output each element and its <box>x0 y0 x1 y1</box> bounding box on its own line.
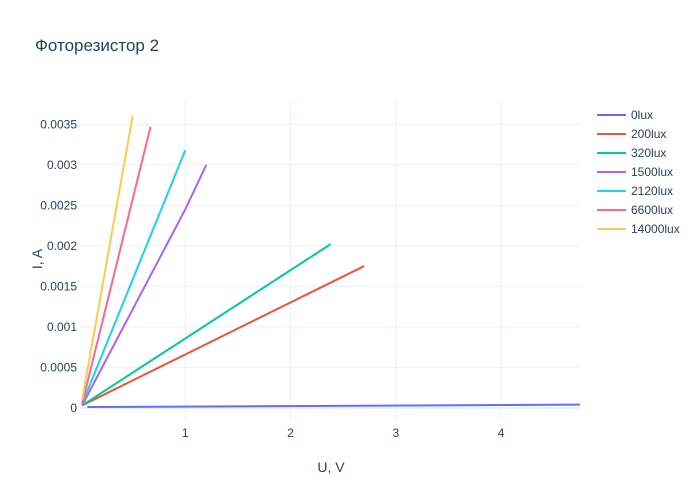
grid-layer <box>80 100 580 420</box>
legend-item-200lux[interactable]: 200lux <box>597 127 666 141</box>
legend-label: 6600lux <box>631 203 673 217</box>
x-axis-title: U, V <box>317 459 345 475</box>
y-tick-label: 0.0025 <box>40 198 77 212</box>
legend-item-6600lux[interactable]: 6600lux <box>597 203 673 217</box>
chart-title: Фоторезистор 2 <box>35 36 159 55</box>
legend-label: 1500lux <box>631 165 673 179</box>
y-tick-label: 0.002 <box>47 239 77 253</box>
legend-item-0lux[interactable]: 0lux <box>597 108 653 122</box>
series-layer <box>81 116 580 409</box>
x-tick-label: 1 <box>182 426 189 440</box>
x-tick-label: 4 <box>498 426 505 440</box>
legend-label: 200lux <box>631 127 666 141</box>
y-tick-label: 0.003 <box>47 158 77 172</box>
y-tick-label: 0 <box>70 401 77 415</box>
legend-item-14000lux[interactable]: 14000lux <box>597 222 680 236</box>
legend-item-1500lux[interactable]: 1500lux <box>597 165 673 179</box>
x-tick-label: 2 <box>287 426 294 440</box>
legend-label: 320lux <box>631 146 666 160</box>
legend-label: 2120lux <box>631 184 673 198</box>
y-tick-label: 0.001 <box>47 320 77 334</box>
legend[interactable]: 0lux 200lux 320lux 1500lux 2120lux 6600lux 140… <box>597 108 680 236</box>
y-axis-title: I, A <box>29 248 45 269</box>
legend-label: 14000lux <box>631 222 680 236</box>
series-line-320lux[interactable] <box>81 243 332 407</box>
series-line-200lux[interactable] <box>81 265 365 407</box>
y-tick-label: 0.0035 <box>40 117 77 131</box>
legend-item-2120lux[interactable]: 2120lux <box>597 184 673 198</box>
legend-label: 0lux <box>631 108 653 122</box>
y-tick-label: 0.0005 <box>40 360 77 374</box>
x-tick-label: 3 <box>392 426 399 440</box>
series-line-1500lux[interactable] <box>81 164 208 406</box>
series-line-14000lux[interactable] <box>81 116 134 400</box>
legend-item-320lux[interactable]: 320lux <box>597 146 666 160</box>
series-line-6600lux[interactable] <box>81 126 152 405</box>
x-axis-ticks: 1 2 3 4 <box>182 426 505 440</box>
y-tick-label: 0.0015 <box>40 279 77 293</box>
series-line-0lux[interactable] <box>87 403 580 409</box>
series-line-2120lux[interactable] <box>81 149 187 405</box>
y-axis-ticks: 0 0.0005 0.001 0.0015 0.002 0.0025 0.003 0.0035 <box>40 117 77 415</box>
